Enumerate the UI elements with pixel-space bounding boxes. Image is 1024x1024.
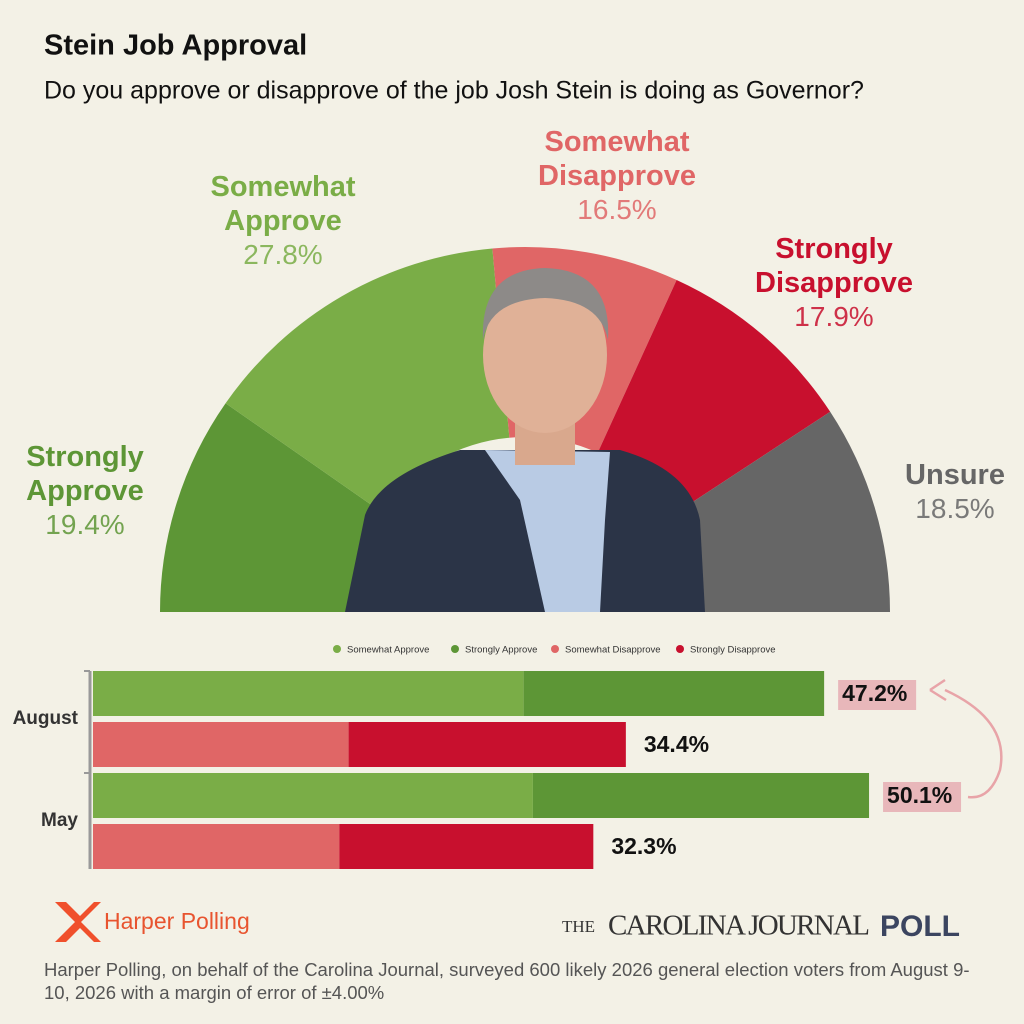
- segment-name: Somewhat Disapprove: [538, 126, 696, 192]
- bar-segment: [93, 722, 349, 767]
- segment-value: 16.5%: [577, 194, 657, 225]
- segment-label: Strongly Disapprove 17.9%: [724, 232, 944, 334]
- segment-name: Somewhat Approve: [210, 171, 356, 237]
- donut-segment: [597, 279, 831, 517]
- arrow: [944, 688, 1003, 799]
- category-label: May: [41, 810, 78, 831]
- photo: [345, 268, 705, 612]
- donut-segment: [225, 248, 510, 512]
- total-label: 47.2%: [842, 680, 907, 706]
- donut-segment: [671, 411, 890, 612]
- total-label: 50.1%: [887, 782, 952, 808]
- category-label: August: [13, 708, 79, 729]
- journal-name: CAROLINA JOURNAL: [608, 910, 870, 942]
- segment-value: 19.4%: [45, 509, 125, 540]
- total-label: 32.3%: [611, 833, 676, 859]
- segment-name: Unsure: [905, 459, 1005, 491]
- legend-marker: [333, 645, 341, 653]
- bar-segment: [93, 773, 533, 818]
- legend-marker: [676, 645, 684, 653]
- segment-name: Strongly Approve: [26, 441, 144, 507]
- subtitle: Do you approve or disapprove of the job …: [44, 77, 864, 105]
- total-label: 34.4%: [644, 731, 709, 757]
- legend-label: Strongly Approve: [465, 645, 537, 656]
- bar-segment: [532, 773, 870, 818]
- arrow-head: [929, 678, 947, 702]
- segment-value: 17.9%: [794, 301, 874, 332]
- journal-prefix: THE: [562, 917, 595, 936]
- legend-label: Somewhat Disapprove: [565, 645, 661, 656]
- journal-poll: POLL: [880, 910, 960, 943]
- total-highlight: [883, 782, 962, 812]
- legend-marker: [451, 645, 459, 653]
- bar-segment: [339, 824, 594, 869]
- segment-label: Somewhat Disapprove 16.5%: [507, 125, 727, 227]
- donut-segment: [160, 403, 382, 612]
- segment-value: 27.8%: [243, 239, 323, 270]
- footnote: Harper Polling, on behalf of the Carolin…: [44, 959, 970, 1003]
- segment-label: Somewhat Approve 27.8%: [173, 170, 393, 272]
- bar-segment: [348, 722, 626, 767]
- pollster-name: Harper Polling: [104, 908, 250, 934]
- segment-name: Strongly Disapprove: [755, 233, 913, 299]
- segment-label: Strongly Approve 19.4%: [0, 440, 195, 542]
- bar-segment: [523, 671, 825, 716]
- pollster-logo: [55, 902, 101, 942]
- bar-segment: [93, 824, 340, 869]
- segment-value: 18.5%: [915, 493, 995, 524]
- legend-label: Strongly Disapprove: [690, 645, 776, 656]
- legend-label: Somewhat Approve: [347, 645, 429, 656]
- bar-segment: [93, 671, 524, 716]
- legend-marker: [551, 645, 559, 653]
- total-highlight: [838, 680, 917, 710]
- title: Stein Job Approval: [44, 30, 307, 62]
- segment-label: Unsure 18.5%: [845, 458, 1024, 526]
